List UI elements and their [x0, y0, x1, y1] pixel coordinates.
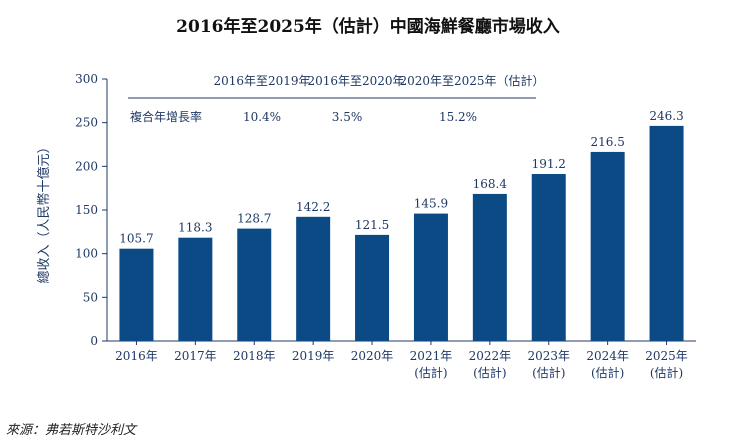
data-label: 168.4	[473, 177, 508, 191]
y-tick-label: 50	[83, 290, 98, 304]
labels: 105.7 2016年 118.3 2017年 128.7 2018年 142.2 2019年…	[115, 109, 688, 380]
bar	[649, 125, 684, 341]
x-tick-label: 2019年	[292, 349, 335, 363]
bar	[296, 216, 331, 341]
y-tick-label: 250	[75, 116, 98, 130]
data-label: 216.5	[590, 135, 624, 149]
bar	[413, 213, 448, 341]
y-tick-label: 0	[90, 334, 98, 348]
y-tick-label: 300	[75, 72, 98, 86]
bar	[355, 234, 390, 341]
cagr-period: 2016年至2019年	[213, 74, 310, 88]
bar	[472, 193, 507, 341]
source-note: 來源：弗若斯特沙利文	[6, 423, 137, 438]
cagr-period: 2016年至2020年	[307, 74, 404, 88]
bar	[590, 151, 625, 341]
x-tick-label: 2024年	[586, 349, 629, 363]
x-tick-note: (估計)	[591, 365, 624, 380]
y-tick-label: 100	[75, 247, 98, 261]
data-label: 118.3	[178, 221, 212, 235]
bar	[531, 174, 566, 341]
cagr-rate: 15.2%	[439, 110, 477, 124]
x-tick-label: 2021年	[410, 349, 453, 363]
cagr-rate: 10.4%	[243, 110, 281, 124]
bar	[237, 228, 272, 341]
x-tick-note: (估計)	[650, 365, 683, 380]
y-tick-label: 150	[75, 203, 98, 217]
x-tick-note: (估計)	[473, 365, 506, 380]
x-tick-label: 2020年	[351, 349, 394, 363]
y-tick-label: 200	[75, 159, 98, 173]
x-tick-label: 2018年	[233, 349, 276, 363]
x-tick-label: 2025年	[645, 349, 688, 363]
x-tick-note: (估計)	[532, 365, 565, 380]
data-label: 142.2	[296, 200, 330, 214]
x-tick-label: 2016年	[115, 349, 158, 363]
cagr-period: 2020年至2025年（估計）	[399, 73, 544, 88]
data-label: 105.7	[119, 232, 153, 246]
chart-title: 2016年至2025年（估計）中國海鮮餐廳市場收入	[176, 17, 560, 37]
data-label: 145.9	[414, 197, 448, 211]
x-tick-label: 2022年	[469, 349, 512, 363]
data-label: 121.5	[355, 218, 389, 232]
axes: 0 50 100 150 200 250 300 總收入（人民幣十億元）	[36, 72, 696, 348]
x-tick-note: (估計)	[414, 365, 447, 380]
bars	[119, 125, 684, 341]
bar	[119, 248, 154, 341]
x-tick-label: 2023年	[527, 349, 570, 363]
data-label: 128.7	[237, 212, 271, 226]
bar	[178, 237, 213, 341]
x-tick-label: 2017年	[174, 349, 217, 363]
data-label: 191.2	[532, 157, 566, 171]
y-axis-title: 總收入（人民幣十億元）	[36, 140, 52, 283]
data-label: 246.3	[649, 109, 683, 123]
cagr-rate: 3.5%	[332, 110, 363, 124]
cagr-row-label: 複合年增長率	[130, 109, 202, 124]
